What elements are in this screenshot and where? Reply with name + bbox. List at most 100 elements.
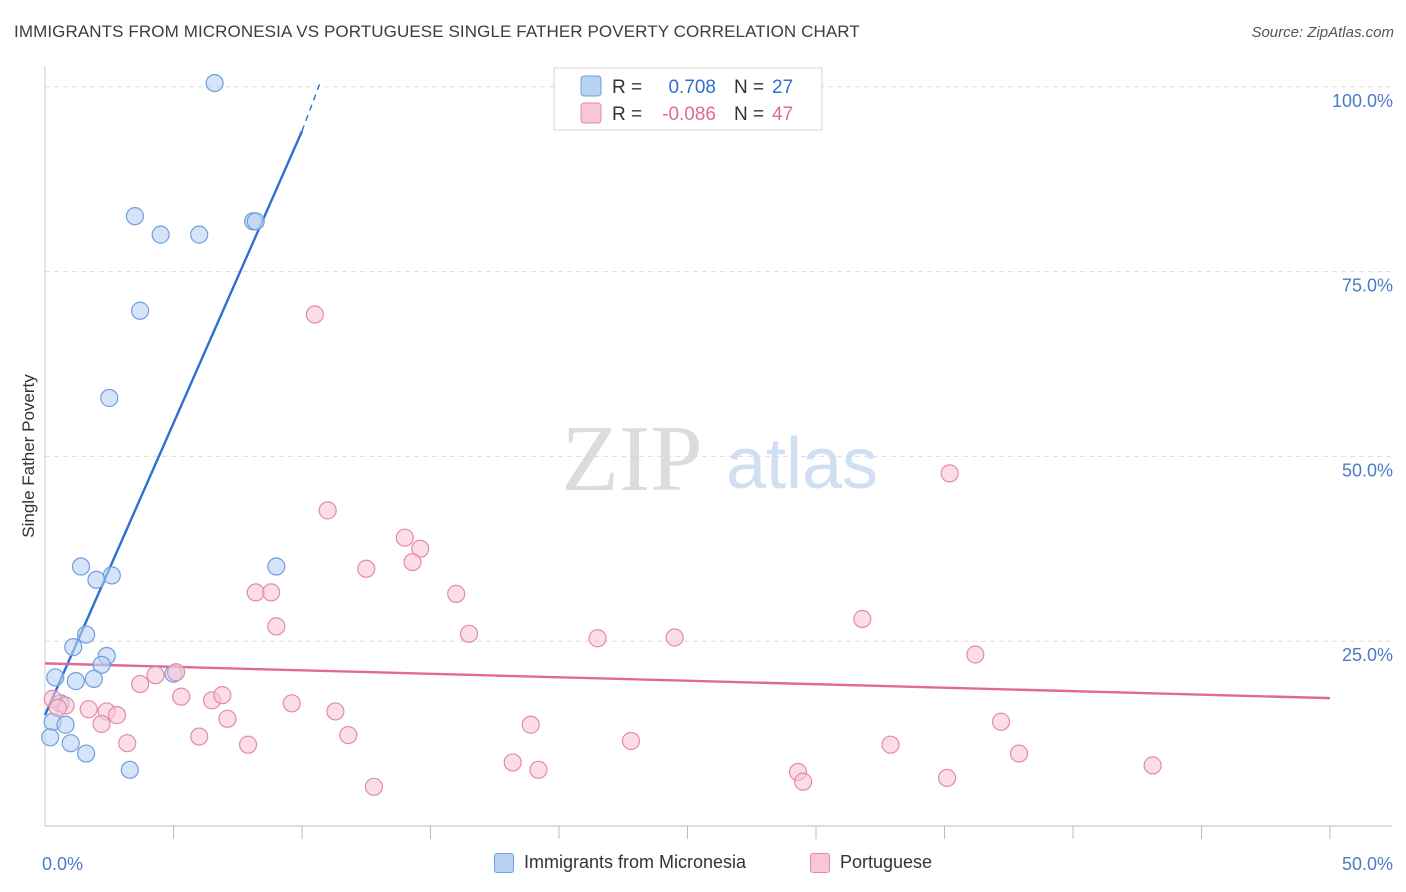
point-micronesia-2: [151, 225, 170, 244]
point-portuguese-21: [213, 686, 232, 705]
series-legend: Immigrants from Micronesia Portuguese: [0, 852, 1406, 878]
point-portuguese-27: [48, 698, 67, 717]
data-points: [41, 73, 1162, 796]
trend-line-portuguese: [44, 662, 1331, 700]
point-portuguese-10: [459, 624, 479, 643]
point-portuguese-40: [1009, 744, 1029, 763]
point-portuguese-1: [318, 501, 337, 520]
point-micronesia-12: [77, 625, 96, 644]
legend-swatch-micronesia: [494, 852, 514, 873]
point-portuguese-29: [218, 709, 237, 728]
trend-lines: [43, 82, 1331, 716]
chart-title: IMMIGRANTS FROM MICRONESIA VS PORTUGUESE…: [14, 22, 860, 41]
point-portuguese-44: [794, 772, 813, 791]
point-portuguese-22: [282, 694, 301, 713]
watermark-zip: ZIP: [562, 407, 703, 511]
point-micronesia-22: [56, 715, 75, 734]
point-portuguese-39: [991, 712, 1011, 731]
point-portuguese-36: [521, 715, 540, 734]
point-micronesia-5: [246, 212, 265, 231]
stats-legend-swatch-blue: [580, 75, 602, 97]
point-portuguese-37: [621, 731, 641, 751]
point-portuguese-18: [130, 674, 150, 694]
point-portuguese-12: [665, 628, 684, 647]
point-portuguese-15: [966, 645, 985, 664]
point-portuguese-25: [79, 700, 98, 719]
point-portuguese-9: [267, 617, 286, 636]
point-portuguese-32: [92, 714, 111, 734]
point-portuguese-6: [246, 583, 265, 602]
point-portuguese-41: [503, 753, 522, 772]
zipatlas-watermark: ZIP atlas: [562, 407, 879, 511]
point-portuguese-19: [172, 687, 191, 706]
source-credit: Source: ZipAtlas.com: [1251, 24, 1394, 41]
x-tick-label-0: 0.0%: [42, 854, 83, 874]
y-tick-label-25: 25.0%: [1342, 645, 1393, 665]
x-tick-label-50: 50.0%: [1342, 854, 1393, 874]
y-tick-label-50: 50.0%: [1342, 460, 1393, 480]
stats-r-value-blue: 0.708: [668, 77, 716, 98]
point-portuguese-42: [529, 760, 548, 779]
point-micronesia-26: [120, 760, 139, 779]
point-micronesia-7: [100, 388, 119, 408]
watermark-atlas: atlas: [726, 424, 878, 504]
stats-legend-swatch-pink: [580, 102, 602, 124]
point-portuguese-31: [339, 725, 358, 745]
stats-r-label-blue: R =: [612, 77, 642, 98]
point-portuguese-46: [1143, 756, 1162, 775]
point-portuguese-30: [326, 702, 345, 721]
point-portuguese-4: [403, 552, 422, 572]
point-micronesia-25: [77, 744, 96, 763]
point-portuguese-47: [364, 777, 384, 796]
axes: 25.0% 50.0% 75.0% 100.0% 0.0% 50.0%: [42, 66, 1393, 874]
point-micronesia-1: [125, 207, 145, 226]
trend-line-extension-micronesia: [301, 82, 321, 132]
point-portuguese-8: [447, 584, 466, 603]
point-micronesia-13: [64, 638, 83, 657]
y-axis-title: Single Father Poverty: [19, 374, 38, 538]
y-tick-label-75: 75.0%: [1342, 276, 1393, 296]
point-portuguese-17: [166, 663, 186, 682]
point-portuguese-38: [881, 735, 900, 754]
legend-swatch-portuguese: [810, 852, 830, 873]
legend-label-micronesia: Immigrants from Micronesia: [524, 852, 747, 872]
point-micronesia-23: [41, 728, 60, 747]
point-portuguese-14: [940, 464, 959, 483]
point-portuguese-16: [146, 666, 165, 685]
stats-r-value-pink: -0.086: [662, 104, 716, 125]
point-portuguese-2: [395, 528, 414, 547]
point-portuguese-13: [853, 609, 872, 629]
stats-legend: R = 0.708 N = 27 R = -0.086 N = 47: [553, 67, 823, 131]
point-micronesia-3: [190, 225, 209, 244]
stats-r-label-pink: R =: [612, 104, 642, 125]
point-portuguese-11: [588, 629, 607, 648]
point-portuguese-5: [357, 559, 376, 578]
legend-item-portuguese[interactable]: Portuguese: [810, 852, 932, 873]
stats-n-value-blue: 27: [772, 77, 793, 98]
legend-label-portuguese: Portuguese: [840, 852, 933, 872]
point-micronesia-6: [130, 301, 150, 320]
point-micronesia-15: [92, 655, 111, 674]
point-portuguese-0: [305, 305, 324, 324]
point-micronesia-24: [61, 734, 80, 753]
point-portuguese-34: [238, 735, 258, 754]
stats-n-value-pink: 47: [772, 104, 793, 125]
point-micronesia-17: [46, 668, 65, 687]
point-portuguese-45: [937, 768, 957, 788]
point-micronesia-10: [87, 570, 106, 589]
point-micronesia-9: [102, 566, 121, 585]
point-portuguese-35: [118, 734, 137, 753]
point-micronesia-0: [205, 73, 224, 93]
legend-item-micronesia[interactable]: Immigrants from Micronesia: [494, 852, 746, 873]
stats-n-label-blue: N =: [734, 77, 764, 98]
point-micronesia-8: [71, 557, 91, 576]
point-micronesia-11: [267, 557, 286, 576]
y-tick-label-100: 100.0%: [1332, 91, 1393, 111]
gridlines: [45, 86, 1392, 642]
point-micronesia-19: [66, 672, 85, 691]
point-portuguese-33: [190, 727, 209, 746]
stats-n-label-pink: N =: [734, 104, 764, 125]
point-portuguese-7: [262, 583, 281, 602]
point-micronesia-18: [84, 669, 103, 688]
